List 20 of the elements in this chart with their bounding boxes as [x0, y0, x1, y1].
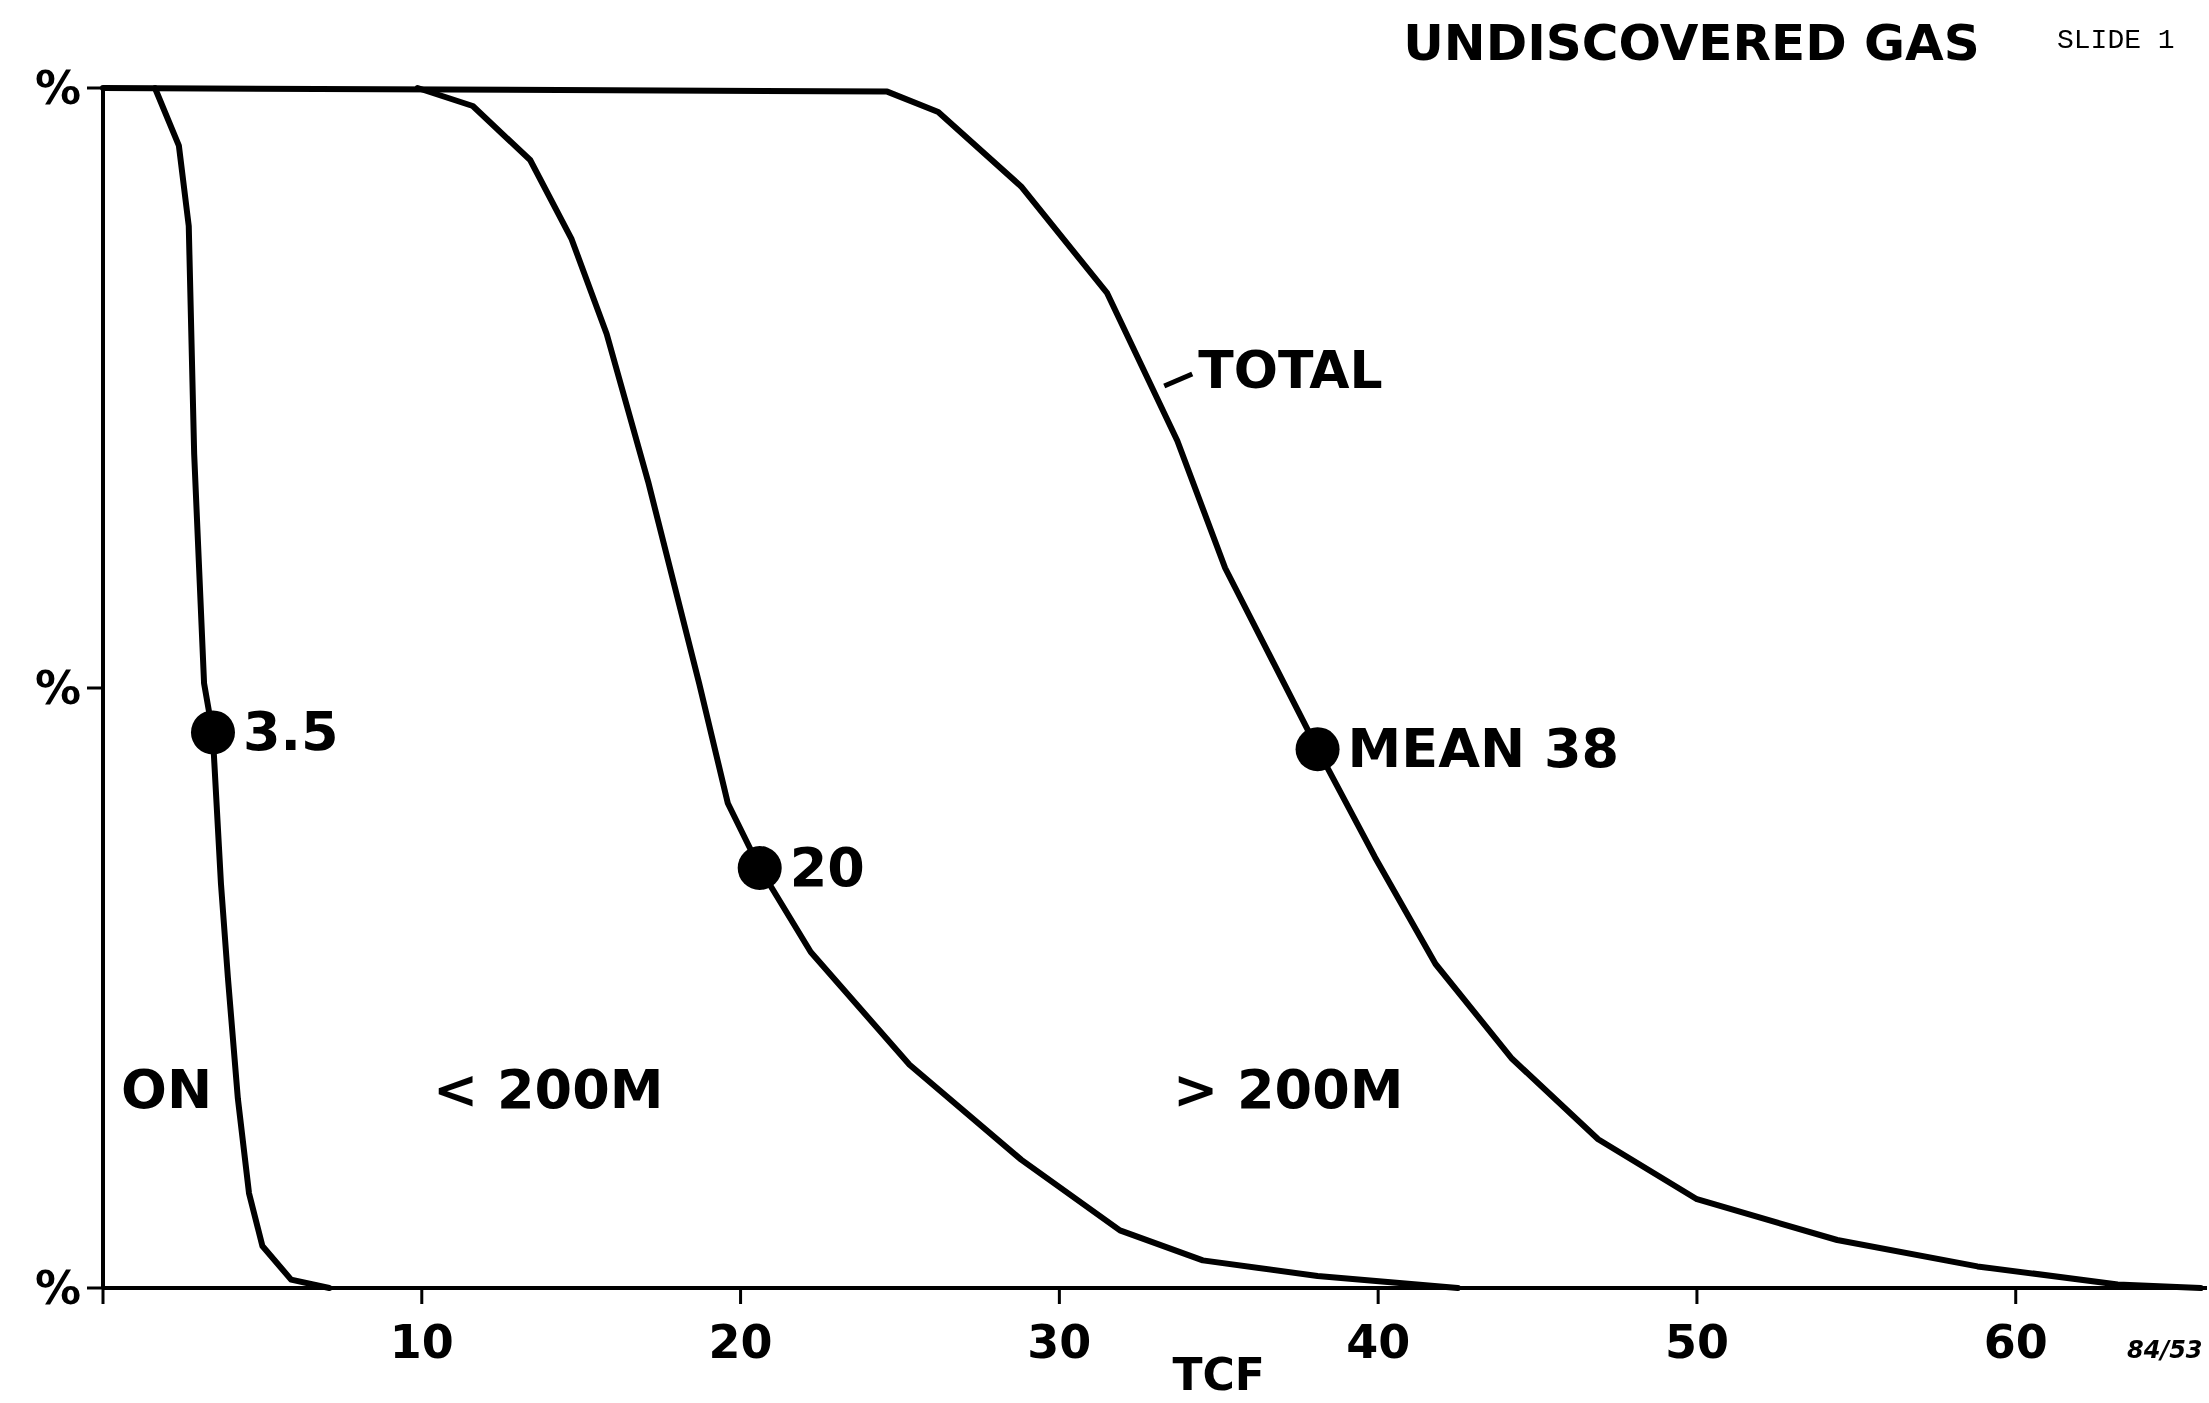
x-tick-label: 10: [389, 1315, 454, 1369]
x-tick-label: 60: [1983, 1315, 2048, 1369]
annotation: ON: [121, 1058, 213, 1121]
text: %: [34, 661, 81, 715]
x-tick-label: 30: [1027, 1315, 1092, 1369]
legend-label: TOTAL: [1198, 340, 1383, 400]
annotation: MEAN 38: [1347, 717, 1620, 781]
x-tick-label: 20: [708, 1315, 773, 1369]
text: %: [34, 61, 81, 115]
annotation: > 200M: [1173, 1058, 1404, 1121]
x-axis-title: TCF: [1172, 1349, 1265, 1400]
text: SLIDE 1: [2057, 25, 2175, 56]
chart-title: UNDISCOVERED GAS: [1403, 14, 1980, 72]
text: %: [34, 1261, 81, 1315]
annotation: 20: [789, 836, 865, 899]
x-tick-label: 40: [1346, 1315, 1411, 1369]
x-tick-label: 50: [1664, 1315, 1729, 1369]
annotation: < 200M: [433, 1058, 664, 1121]
text: 84/53: [2127, 1336, 2203, 1364]
annotation: 3.5: [242, 700, 339, 764]
